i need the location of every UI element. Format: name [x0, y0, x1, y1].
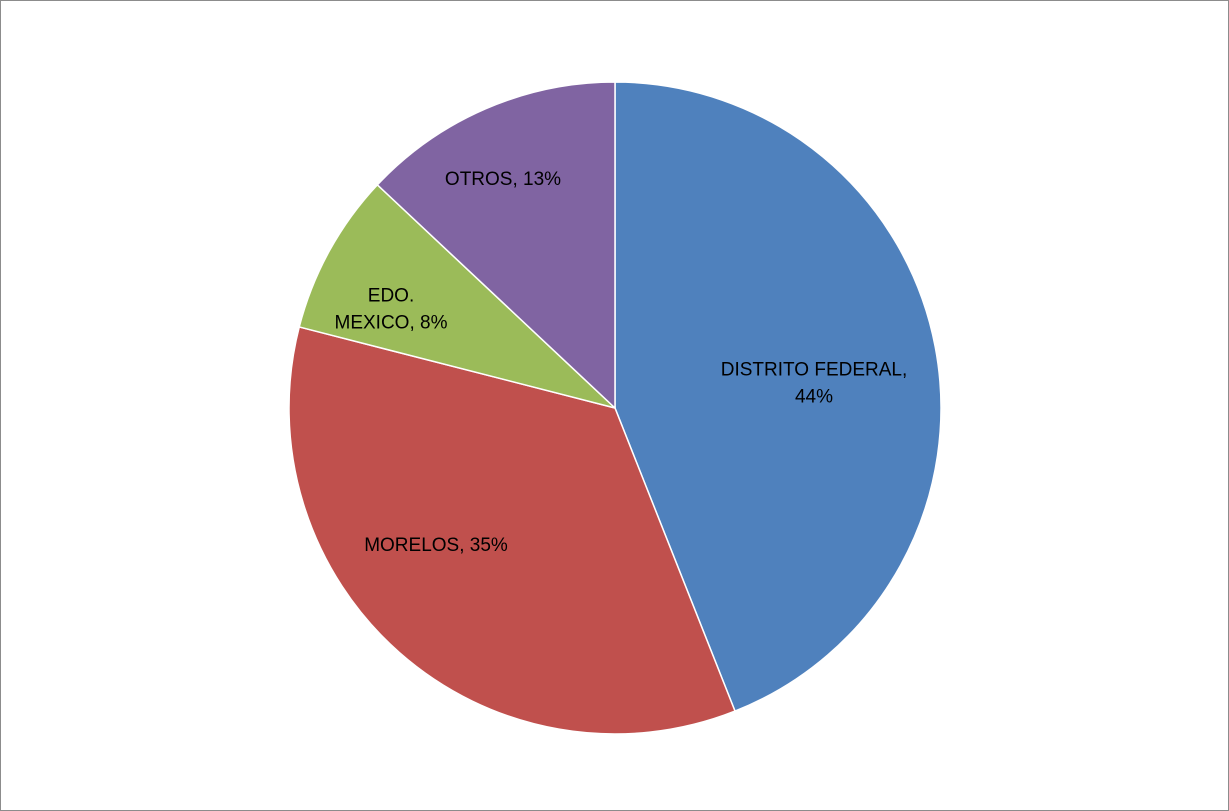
pie-slice-edo-mexico — [298, 184, 616, 409]
pie-slice-otros — [376, 81, 616, 409]
data-label-line: DISTRITO FEDERAL, — [721, 360, 908, 381]
data-label-morelos: MORELOS, 35% — [364, 535, 508, 556]
data-label-line: 44% — [795, 387, 833, 408]
data-label-line: OTROS, 13% — [445, 169, 561, 190]
data-label-line: MEXICO, 8% — [335, 313, 448, 334]
pie-slice-distrito-federal — [614, 81, 942, 712]
pie-data-labels: DISTRITO FEDERAL, 44% MORELOS, 35% EDO. MEXI… — [335, 169, 908, 556]
pie-slice-morelos — [288, 326, 736, 735]
data-label-line: MORELOS, 35% — [364, 535, 508, 556]
pie-slices — [288, 81, 942, 735]
data-label-otros: OTROS, 13% — [445, 169, 561, 190]
data-label-line: EDO. — [368, 286, 414, 307]
data-label-edo-mexico: EDO. MEXICO, 8% — [335, 286, 448, 334]
data-label-distrito-federal: DISTRITO FEDERAL, 44% — [721, 360, 908, 408]
